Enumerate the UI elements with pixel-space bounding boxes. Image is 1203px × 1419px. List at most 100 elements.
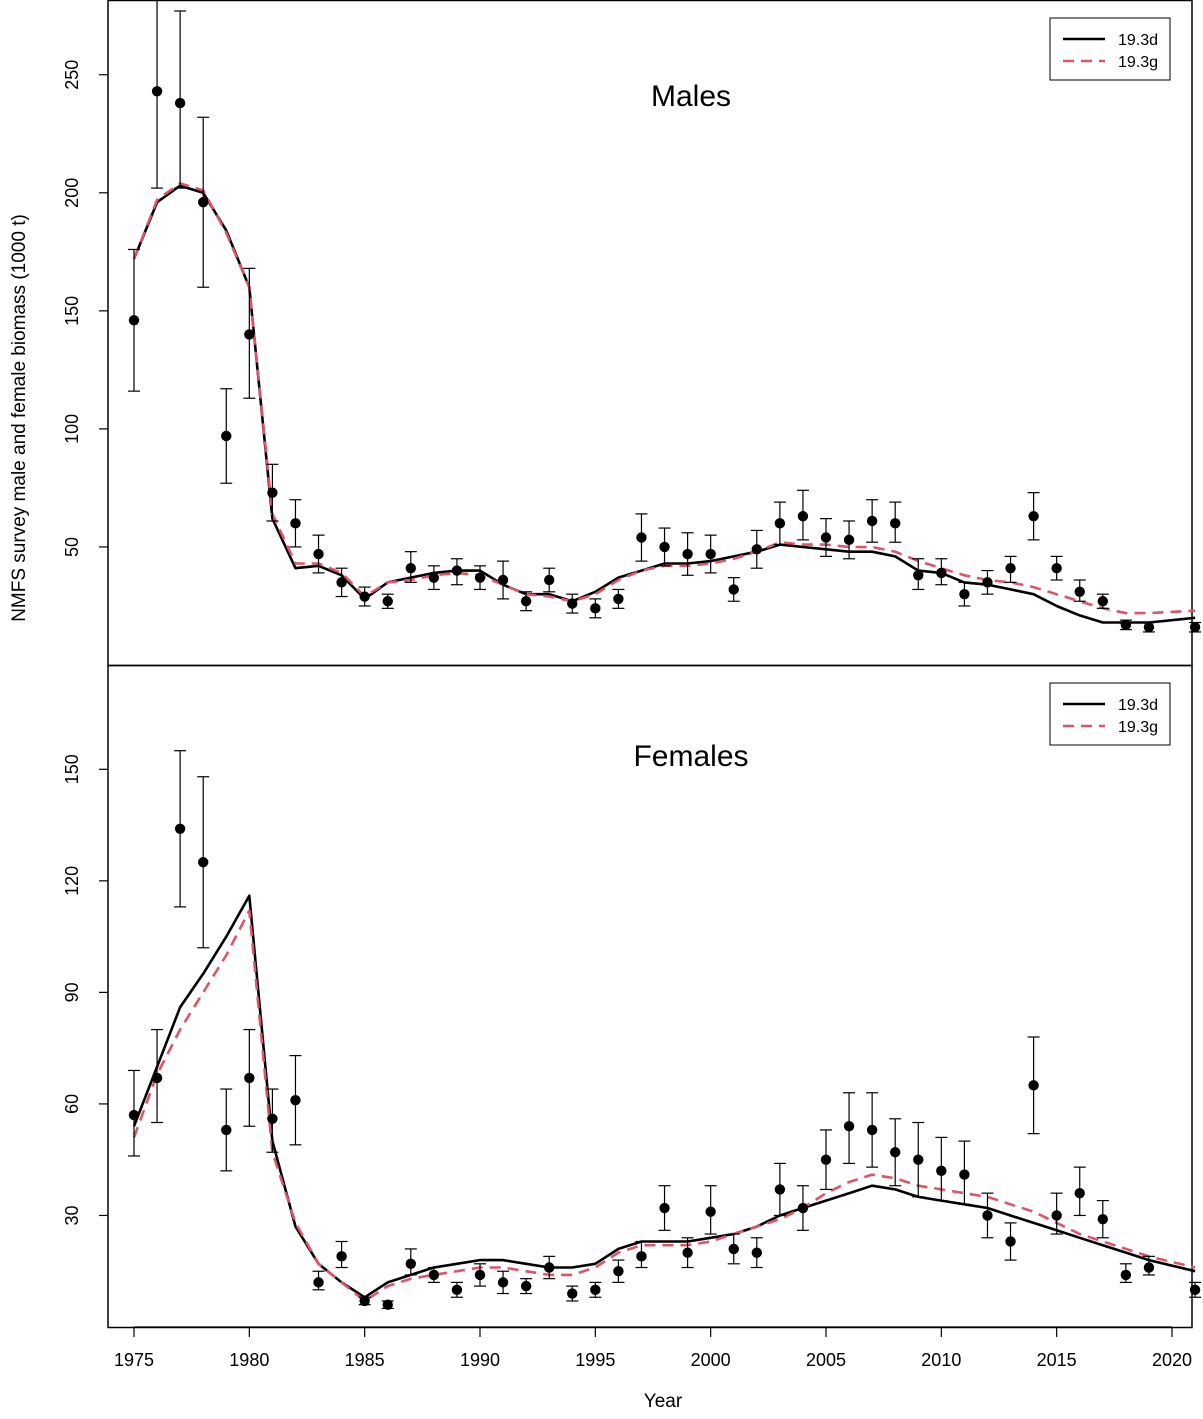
females-data-point (590, 1284, 601, 1296)
females-data-point (1189, 1284, 1201, 1296)
x-tick-label: 1975 (114, 1350, 154, 1370)
males-data-point (774, 518, 786, 529)
females-data-point (520, 1280, 532, 1292)
females-data-point (682, 1247, 693, 1258)
males-data-point (751, 544, 762, 555)
x-tick-label: 2010 (921, 1350, 961, 1370)
males-legend-label-19-3d: 19.3d (1118, 32, 1158, 49)
females-data-point (174, 823, 186, 834)
males-data-point (290, 518, 301, 529)
y-axis-label: NMFS survey male and female biomass (100… (9, 214, 30, 622)
females-data-point (1028, 1080, 1039, 1091)
females-data-point (497, 1277, 509, 1288)
females-data-point (705, 1206, 716, 1217)
females-data-point (151, 1072, 163, 1084)
males-data-point (1074, 586, 1085, 598)
x-tick-label: 2005 (806, 1350, 846, 1370)
males-legend-box (1049, 17, 1171, 81)
males-panel-title: Males (651, 80, 731, 113)
x-tick-label: 1980 (229, 1350, 269, 1370)
males-legend-label-19-3g: 19.3g (1118, 54, 1158, 71)
males-data-point (151, 86, 163, 97)
males-data-point (244, 329, 255, 340)
males-data-point (336, 577, 347, 588)
females-data-point (451, 1284, 463, 1296)
males-y-tick-label: 150 (62, 296, 82, 326)
females-data-point (1097, 1213, 1109, 1225)
males-y-tick-label: 100 (62, 414, 82, 444)
females-y-tick-label: 150 (62, 754, 82, 784)
males-data-point (1028, 511, 1039, 522)
x-tick-label: 2000 (691, 1350, 731, 1370)
males-data-point (382, 596, 393, 607)
x-axis: 1975 1980 1985 1990 1995 2000 2005 2010 2015 2020 (114, 1326, 1192, 1370)
males-data-point (936, 567, 947, 579)
females-data-point (982, 1210, 993, 1221)
females-data-point (890, 1147, 901, 1158)
females-data-point (336, 1251, 347, 1262)
females-data-point (405, 1258, 416, 1269)
males-data-point (866, 515, 878, 527)
males-data-point (797, 511, 809, 522)
males-data-point (820, 532, 832, 543)
females-data-point (313, 1277, 324, 1288)
males-series-19-3g-line (132, 182, 1196, 615)
x-tick-label: 1985 (345, 1350, 385, 1370)
x-tick-label: 2015 (1037, 1350, 1077, 1370)
males-data-point (567, 598, 578, 609)
males-y-tick-label: 50 (62, 537, 82, 557)
males-data-point (636, 532, 647, 543)
females-legend-label-19-3d: 19.3d (1118, 697, 1158, 714)
females-data-point (866, 1124, 878, 1136)
males-data-point (1189, 622, 1201, 633)
males-data-point (728, 584, 739, 595)
males-data-point (451, 565, 463, 576)
females-data-point (659, 1202, 670, 1214)
males-data-point (982, 577, 993, 588)
x-tick-label: 1995 (575, 1350, 615, 1370)
males-data-point (428, 572, 440, 583)
females-data-point (774, 1184, 786, 1195)
males-data-point (174, 97, 186, 109)
females-legend-label-19-3g: 19.3g (1118, 719, 1158, 736)
females-data-point (843, 1121, 855, 1132)
males-data-point (1120, 619, 1132, 631)
panel-females: 30 60 90 120 150 Females 19.3d 19.3g (62, 664, 1202, 1329)
females-data-point (797, 1202, 809, 1214)
panel-males: 50 100 150 200 250 Males 19.3d 19.3g (62, 0, 1202, 667)
males-data-point (843, 534, 855, 546)
males-data-point (890, 518, 901, 529)
x-axis-label: Year (644, 1391, 683, 1412)
females-y-tick-label: 120 (62, 866, 82, 896)
males-data-point (267, 487, 278, 498)
females-data-point (820, 1154, 832, 1165)
males-data-point (221, 430, 232, 442)
males-data-point (497, 574, 509, 586)
females-data-point (474, 1269, 486, 1281)
females-panel-title: Females (633, 740, 748, 773)
females-y-tick-label: 90 (62, 982, 82, 1002)
females-data-point (1120, 1269, 1132, 1281)
females-data-point (290, 1095, 301, 1106)
females-y-tick-label: 30 (62, 1205, 82, 1225)
males-data-point (682, 548, 693, 560)
males-data-point (359, 591, 370, 602)
females-data-point (428, 1269, 440, 1281)
females-data-point (959, 1169, 970, 1180)
females-data-point (751, 1247, 762, 1258)
males-data-point (198, 197, 209, 208)
females-data-point (382, 1299, 393, 1310)
females-data-point (567, 1288, 578, 1299)
females-y-tick-label: 60 (62, 1094, 82, 1114)
males-data-point (474, 572, 486, 583)
x-tick-label: 2020 (1152, 1350, 1192, 1370)
females-data-point (728, 1243, 739, 1255)
males-data-point (590, 603, 601, 614)
males-data-point (405, 562, 416, 574)
males-data-point (659, 541, 670, 553)
males-data-point (313, 548, 324, 560)
females-data-point (267, 1113, 278, 1124)
males-y-tick-label: 250 (62, 60, 82, 90)
females-data-point (221, 1124, 232, 1136)
males-data-point (705, 548, 716, 560)
